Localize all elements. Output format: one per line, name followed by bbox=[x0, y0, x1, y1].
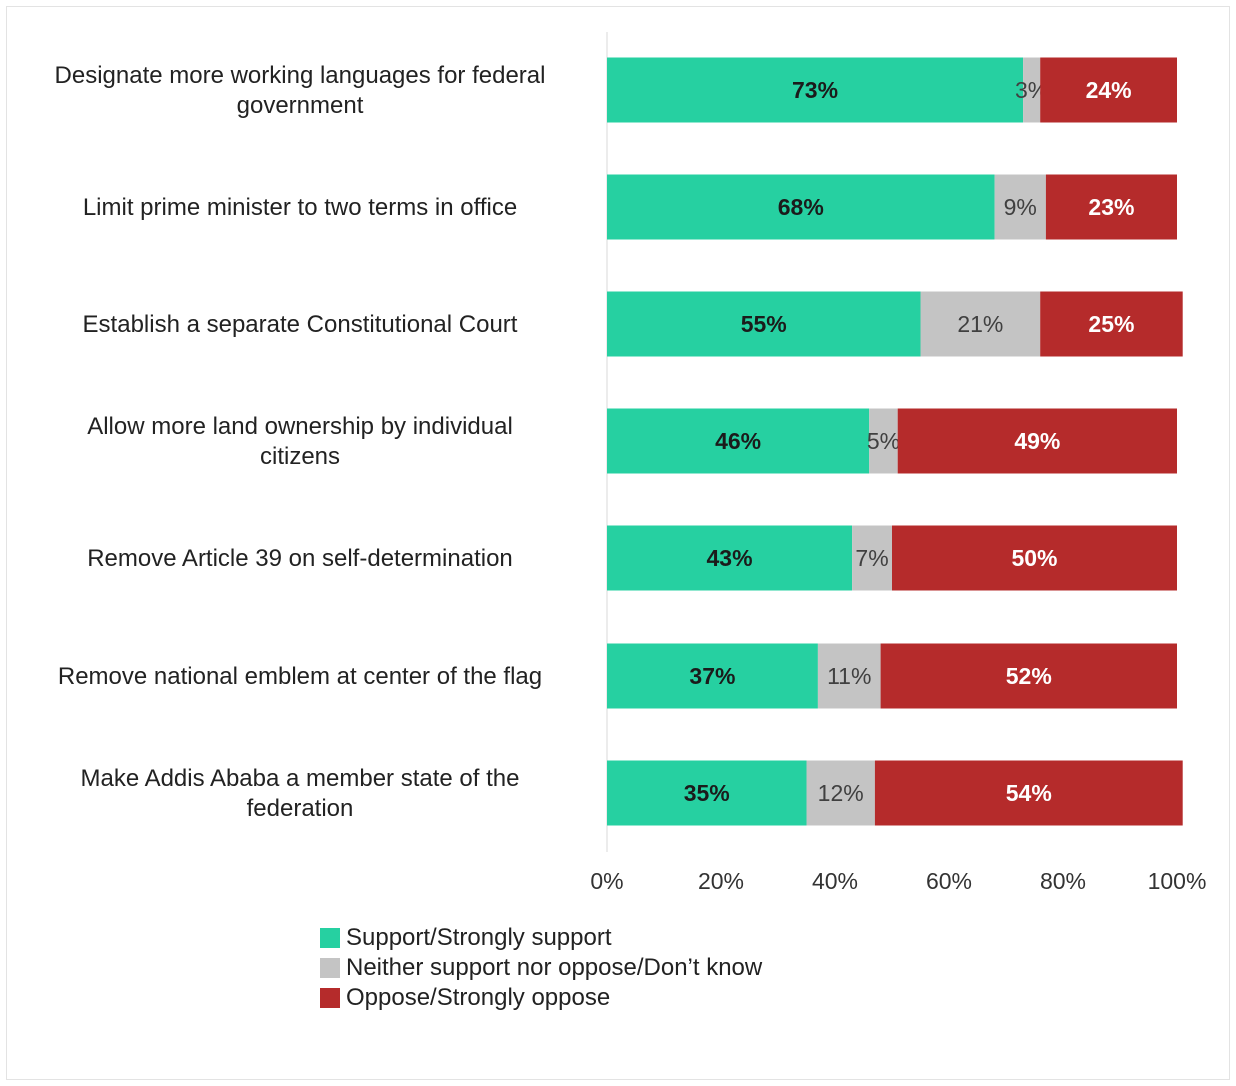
bar-segment bbox=[607, 57, 1024, 123]
data-label: 24% bbox=[1086, 77, 1132, 103]
bar-segment bbox=[607, 408, 870, 474]
data-label: 55% bbox=[741, 311, 787, 337]
legend-swatch bbox=[320, 928, 340, 948]
category-label-line: government bbox=[237, 92, 364, 119]
category-label-line: Remove Article 39 on self-determination bbox=[87, 545, 513, 572]
bar-segment bbox=[607, 174, 995, 240]
data-label: 9% bbox=[1004, 194, 1037, 220]
category-label-line: Make Addis Ababa a member state of the bbox=[81, 765, 520, 792]
legend-item: Neither support nor oppose/Don’t know bbox=[320, 953, 762, 983]
category-label: Establish a separate Constitutional Cour… bbox=[83, 311, 518, 338]
legend-label: Neither support nor oppose/Don’t know bbox=[346, 954, 763, 981]
data-label: 7% bbox=[855, 545, 888, 571]
category-label: Designate more working languages for fed… bbox=[55, 62, 546, 119]
bar-segment bbox=[607, 291, 921, 357]
bar-segment bbox=[892, 525, 1177, 591]
data-label: 35% bbox=[684, 780, 730, 806]
category-label-line: Designate more working languages for fed… bbox=[55, 62, 546, 89]
x-tick-label: 100% bbox=[1148, 868, 1207, 894]
x-tick-label: 20% bbox=[698, 868, 744, 894]
legend-item: Oppose/Strongly oppose bbox=[320, 983, 762, 1013]
data-label: 11% bbox=[827, 663, 871, 689]
category-label: Make Addis Ababa a member state of the fe… bbox=[81, 765, 520, 822]
data-label: 68% bbox=[778, 194, 824, 220]
data-label: 21% bbox=[957, 311, 1003, 337]
legend-label: Support/Strongly support bbox=[346, 924, 612, 951]
bar-segment bbox=[880, 643, 1177, 709]
bar-segment bbox=[1040, 57, 1177, 123]
data-label: 50% bbox=[1011, 545, 1057, 571]
bar-segment bbox=[806, 760, 875, 826]
legend-swatch bbox=[320, 958, 340, 978]
category-label-line: citizens bbox=[260, 443, 340, 470]
bar-segment bbox=[817, 643, 881, 709]
category-label-line: Remove national emblem at center of the … bbox=[58, 663, 542, 690]
bar-segment bbox=[1045, 174, 1177, 240]
legend-label: Oppose/Strongly oppose bbox=[346, 984, 611, 1011]
bar-segment bbox=[607, 760, 807, 826]
category-label: Remove national emblem at center of the … bbox=[58, 663, 542, 690]
category-label-line: Establish a separate Constitutional Cour… bbox=[83, 311, 518, 338]
data-label: 25% bbox=[1088, 311, 1134, 337]
bar-segment bbox=[852, 525, 892, 591]
x-tick-label: 0% bbox=[590, 868, 623, 894]
category-label: Limit prime minister to two terms in off… bbox=[83, 194, 517, 221]
category-label-line: Limit prime minister to two terms in off… bbox=[83, 194, 517, 221]
bar-segment bbox=[920, 291, 1041, 357]
bar-segment bbox=[869, 408, 898, 474]
bar-segment bbox=[607, 643, 818, 709]
bar-segment bbox=[874, 760, 1183, 826]
data-label: 73% bbox=[792, 77, 838, 103]
x-tick-label: 80% bbox=[1040, 868, 1086, 894]
data-label: 52% bbox=[1006, 663, 1052, 689]
legend-swatch bbox=[320, 988, 340, 1008]
data-label: 46% bbox=[715, 428, 761, 454]
data-label: 54% bbox=[1006, 780, 1052, 806]
bar-segment bbox=[897, 408, 1177, 474]
legend-item: Support/Strongly support bbox=[320, 923, 762, 953]
x-tick-label: 40% bbox=[812, 868, 858, 894]
data-label: 43% bbox=[707, 545, 753, 571]
category-label-line: federation bbox=[247, 795, 354, 822]
category-label: Allow more land ownership by individual c… bbox=[87, 413, 513, 470]
x-tick-label: 60% bbox=[926, 868, 972, 894]
bar-segment bbox=[1040, 291, 1183, 357]
data-label: 37% bbox=[689, 663, 735, 689]
data-label: 23% bbox=[1088, 194, 1134, 220]
data-label: 5% bbox=[867, 428, 900, 454]
legend: Support/Strongly support Neither support … bbox=[320, 923, 762, 1013]
bar-segment bbox=[994, 174, 1046, 240]
bar-segment bbox=[1023, 57, 1041, 123]
category-label: Remove Article 39 on self-determination bbox=[87, 545, 513, 572]
data-label: 49% bbox=[1014, 428, 1060, 454]
category-label-line: Allow more land ownership by individual bbox=[87, 413, 513, 440]
bar-segment bbox=[607, 525, 853, 591]
data-label: 12% bbox=[818, 780, 864, 806]
